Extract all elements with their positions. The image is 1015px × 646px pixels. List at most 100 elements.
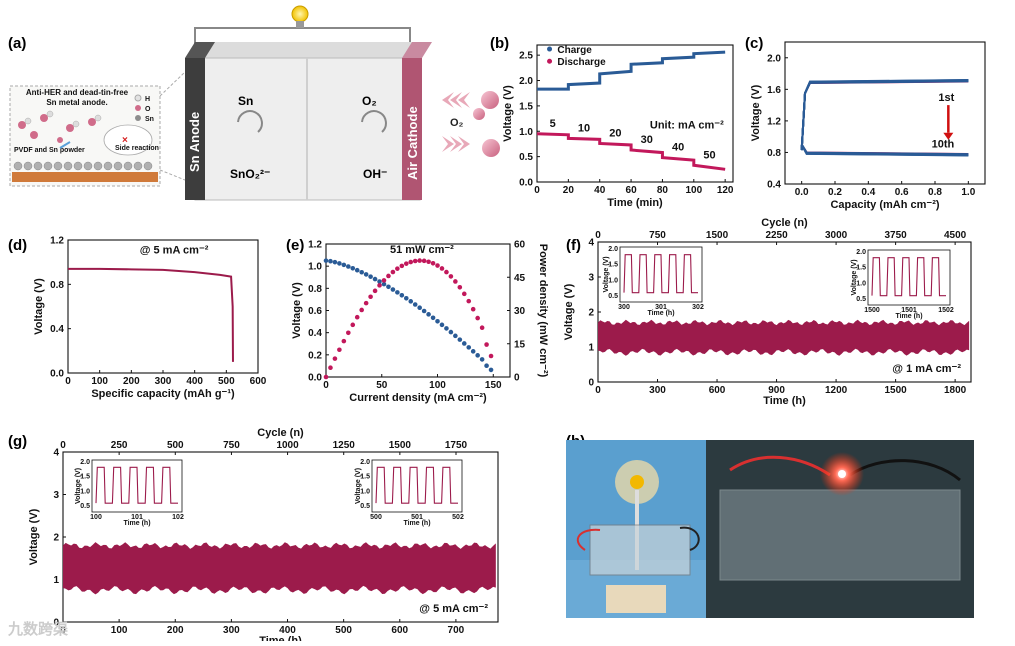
side-reaction-bubble [103, 124, 153, 156]
watermark: 九数跨渠 [7, 620, 68, 638]
y-axis-label: Voltage (V) [563, 283, 575, 340]
power-point [417, 258, 422, 263]
x2-tick-label: 0 [595, 230, 601, 241]
o2-gas-label: O₂ [450, 117, 464, 129]
chart-f: 0 300 600 900 1200 1500 1800 0 1 2 3 4 Time (h) Volta… [563, 217, 972, 407]
power-point [337, 347, 342, 353]
panel-label: (b) [490, 35, 509, 52]
y2-tick-label: 0 [514, 373, 520, 384]
y-tick-label: 0.8 [308, 284, 322, 295]
x-tick-label: 0.4 [861, 187, 875, 198]
voltage-point [395, 290, 400, 295]
power-point [354, 314, 360, 320]
red-wire [576, 528, 601, 551]
inset-chart: 100 101 102 0.5 1.0 1.5 2.0 Time (h) Voltage (V) [75, 459, 184, 527]
plot-frame [325, 243, 511, 378]
x-tick-label: 600 [250, 376, 267, 387]
led-icon [838, 470, 846, 478]
plot-frame [536, 44, 734, 183]
chart-d: 0 100 200 300 400 500 600 0.0 0.4 0.8 1.2 Specific … [8, 236, 267, 401]
power-point [484, 342, 489, 347]
current-step-label: 10 [578, 122, 590, 134]
current-step-label: 30 [641, 134, 653, 146]
x2-tick-label: 4500 [944, 230, 967, 241]
legend-marker [547, 46, 553, 52]
inset-x-tick-label: 302 [692, 304, 704, 311]
pvdf-arrow-icon [59, 141, 71, 149]
voltage-point [381, 281, 387, 287]
voltage-point [337, 261, 342, 266]
x-tick-label: 0 [65, 376, 71, 387]
x-axis-label: Time (h) [763, 395, 806, 407]
y-tick-label: 0 [588, 378, 594, 389]
panel-label: (f) [566, 237, 581, 254]
inset-x-label: Time (h) [895, 313, 922, 320]
power-point [386, 273, 391, 279]
y-axis-label: Voltage (V) [502, 85, 514, 142]
current-step-label: 40 [672, 142, 684, 154]
voltage-point [475, 353, 480, 358]
inset-x-tick-label: 1500 [864, 307, 880, 314]
power-point [470, 306, 476, 312]
y-tick-label: 4 [588, 238, 594, 249]
voltage-point [479, 357, 485, 362]
x-tick-label: 1.0 [961, 187, 975, 198]
inset-y-tick-label: 1.0 [360, 488, 370, 495]
power-point [457, 284, 463, 290]
y-axis-label: Voltage (V) [33, 278, 45, 335]
x2-tick-label: 1500 [706, 230, 729, 241]
power-point [395, 266, 400, 271]
gas-bubble-icon [473, 108, 485, 120]
anode-label: Sn Anode [187, 112, 202, 172]
inset-curve [375, 466, 458, 504]
gas-bubble-icon [482, 139, 500, 157]
power-point [381, 278, 387, 283]
x-tick-label: 1200 [825, 385, 848, 396]
chart-g: 0 100 200 300 400 500 600 700 0 1 2 3 4 Time (h) Volta… [8, 427, 499, 646]
x-tick-label: 600 [391, 625, 408, 636]
callout-title-box: Anti-HER and dead-tin-free Sn metal anod… [25, 88, 129, 107]
voltage-point [461, 341, 467, 346]
power-point [435, 263, 440, 268]
panel-h: (h) [566, 433, 974, 618]
x2-tick-label: 750 [223, 440, 240, 451]
callout-title: Anti-HER and dead-tin-free Sn metal anod… [25, 88, 129, 107]
inset-x-tick-label: 301 [655, 304, 667, 311]
y2-tick-label: 45 [514, 273, 526, 284]
voltage-point [399, 292, 405, 298]
inset-x-tick-label: 1502 [938, 307, 954, 314]
discharge-curve [68, 267, 234, 362]
inset-y-label: Voltage (V) [75, 468, 82, 504]
y-tick-label: 0 [53, 618, 59, 629]
inset-x-tick-label: 500 [370, 514, 382, 521]
voltage-point [484, 363, 489, 369]
y-tick-label: 1.6 [767, 85, 781, 96]
black-wire [679, 526, 700, 551]
inset-curve [871, 257, 946, 297]
inset-x-tick-label: 100 [90, 514, 102, 521]
cycle-first-label: 1st [938, 92, 954, 104]
x-tick-label: 400 [279, 625, 296, 636]
side-reaction-label: Side reaction [115, 145, 159, 152]
voltage-point [430, 315, 436, 321]
x-tick-label: 300 [223, 625, 240, 636]
inset-y-tick-label: 1.5 [856, 265, 866, 272]
power-point [377, 283, 382, 288]
o2-label: O₂ [362, 94, 377, 108]
voltage-point [363, 272, 369, 277]
inset-y-tick-label: 2.0 [856, 249, 866, 256]
inset-y-label: Voltage (V) [355, 468, 362, 504]
fan-hub [630, 475, 644, 489]
y2-tick-label: 60 [514, 240, 526, 251]
x2-axis-label: Cycle (n) [257, 427, 304, 439]
y-axis-label: Voltage (V) [291, 282, 303, 339]
voltage-point [457, 337, 463, 342]
bulb-base [296, 21, 304, 28]
callout-line [159, 169, 186, 181]
x-tick-label: 700 [448, 625, 465, 636]
y-tick-label: 1.2 [767, 116, 781, 127]
o-atom-icon [135, 105, 141, 111]
inset-x-tick-label: 502 [452, 514, 464, 521]
chart-b: 0 20 40 60 80 100 120 0.0 0.5 1.0 1.5 2.0 2.5 Time (m… [490, 35, 734, 209]
light-bulb-icon [291, 5, 309, 23]
